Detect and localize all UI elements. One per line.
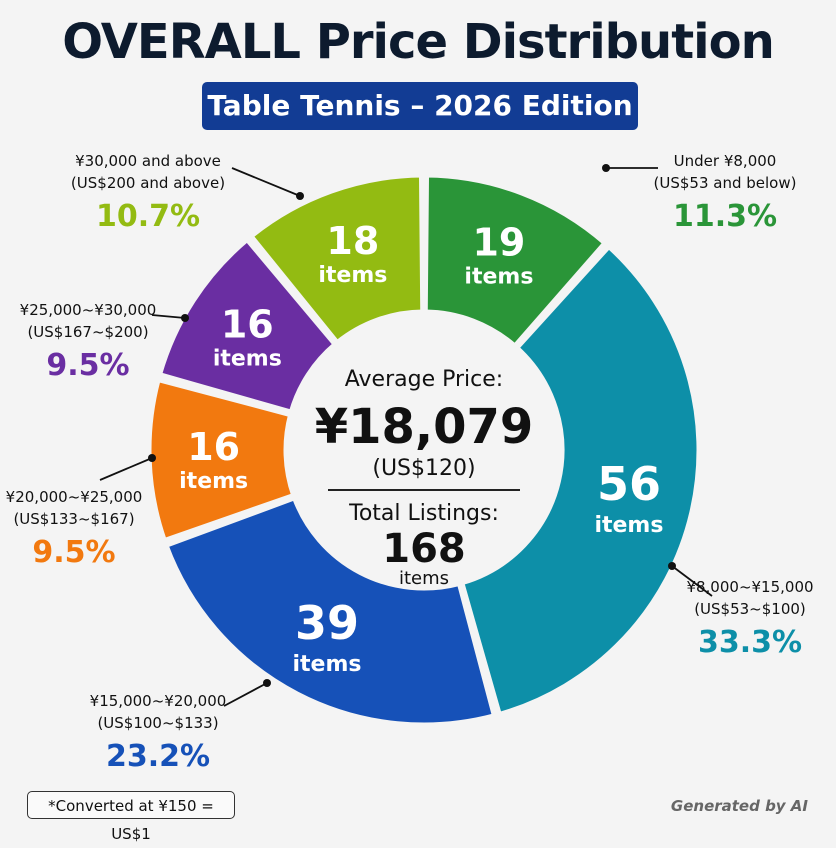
callout-dot-4 (181, 314, 189, 322)
slice-3 (146, 376, 297, 544)
slice-unit-0: items (464, 264, 533, 289)
callout-percent-2: 23.2% (106, 739, 210, 774)
slice-4 (156, 235, 339, 416)
callout-line-5 (231, 167, 301, 197)
slice-unit-5: items (318, 263, 387, 288)
center-total-count: 168 (382, 526, 466, 572)
callout-percent-5: 10.7% (96, 199, 200, 234)
callout-dot-2 (263, 679, 271, 687)
chart-subtitle: Table Tennis – 2026 Edition (202, 82, 638, 130)
slice-1 (458, 242, 702, 718)
slice-value-3: 16 (187, 425, 240, 469)
chart-title: OVERALL Price Distribution (62, 14, 774, 70)
center-total-label: Total Listings: (348, 501, 499, 526)
center-avg-price-usd: (US$120) (372, 456, 475, 481)
callout-percent-0: 11.3% (673, 199, 777, 234)
callout-dot-1 (668, 562, 676, 570)
callout-label-3: ¥20,000~¥25,000 (6, 488, 143, 506)
slice-unit-3: items (179, 469, 248, 494)
callout-line-1 (671, 565, 713, 597)
callout-line-3 (99, 457, 153, 481)
generated-by-label: Generated by AI (670, 797, 808, 815)
callout-usd-0: (US$53 and below) (654, 174, 797, 192)
callout-line-2 (223, 682, 268, 707)
slice-unit-2: items (293, 652, 362, 677)
slice-unit-4: items (213, 347, 282, 372)
slice-value-0: 19 (472, 220, 525, 264)
callout-usd-2: (US$100~$133) (97, 714, 218, 732)
slice-0 (422, 172, 609, 350)
callout-usd-4: (US$167~$200) (27, 323, 148, 341)
slice-5 (247, 172, 426, 347)
callout-label-2: ¥15,000~¥20,000 (90, 692, 227, 710)
slice-value-5: 18 (326, 219, 379, 263)
slice-value-4: 16 (221, 303, 274, 347)
callout-label-5: ¥30,000 and above (75, 152, 221, 170)
callout-usd-3: (US$133~$167) (13, 510, 134, 528)
callout-dot-3 (148, 454, 156, 462)
center-avg-price: ¥18,079 (315, 399, 534, 455)
callout-percent-4: 9.5% (46, 348, 129, 383)
slice-group: 19items56items39items16items16items18ite… (146, 172, 702, 728)
slice-value-1: 56 (597, 457, 661, 511)
callout-dot-0 (602, 164, 610, 172)
callout-label-0: Under ¥8,000 (674, 152, 777, 170)
callout-usd-5: (US$200 and above) (71, 174, 225, 192)
slice-2 (162, 494, 498, 728)
callout-percent-3: 9.5% (32, 535, 115, 570)
center-summary: Average Price: ¥18,079 (US$120) Total Li… (315, 367, 534, 589)
callout-label-1: ¥8,000~¥15,000 (686, 578, 813, 596)
callout-usd-1: (US$53~$100) (694, 600, 806, 618)
callout-dot-5 (296, 192, 304, 200)
slice-value-2: 39 (295, 596, 359, 650)
center-avg-label: Average Price: (345, 367, 503, 392)
callout-percent-1: 33.3% (698, 625, 802, 660)
callout-line-4 (151, 314, 186, 319)
conversion-note: *Converted at ¥150 = US$1 (27, 791, 235, 843)
center-total-unit: items (399, 568, 449, 589)
callout-label-4: ¥25,000~¥30,000 (20, 301, 157, 319)
callout-group: Under ¥8,000 (US$53 and below) 11.3% ¥8,000… (6, 152, 814, 774)
slice-unit-1: items (594, 513, 663, 538)
